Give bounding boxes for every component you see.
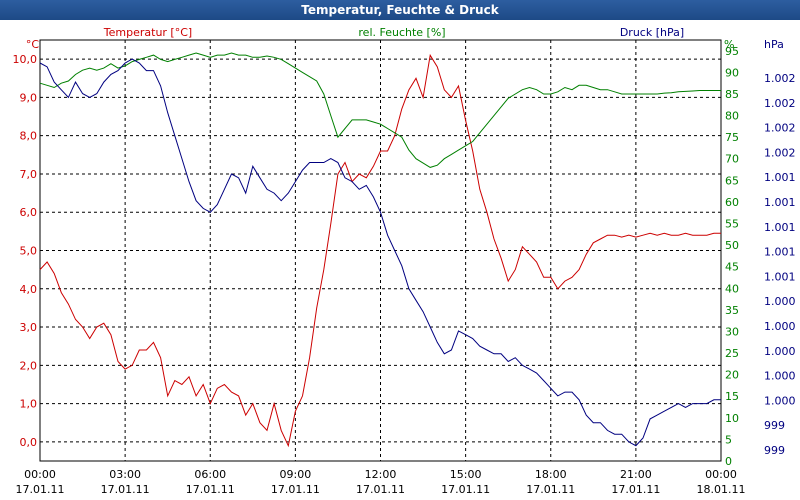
series-line-temperature (39, 53, 721, 448)
humidity-tick-label: 80 (725, 110, 739, 123)
x-tick-time: 12:00 (365, 468, 397, 481)
humidity-axis-label: rel. Feuchte [%] (358, 26, 445, 39)
humidity-tick-label: 35 (725, 304, 739, 317)
pressure-tick-label: 1.000 (764, 394, 796, 407)
series-line-humidity (39, 52, 721, 168)
pressure-tick-label: 1.000 (764, 370, 796, 383)
humidity-tick-label: 25 (725, 347, 739, 360)
pressure-tick-label: 1.002 (764, 146, 796, 159)
x-tick-time: 06:00 (194, 468, 226, 481)
series-line-pressure (39, 58, 721, 447)
humidity-tick-label: 45 (725, 261, 739, 274)
pressure-tick-label: 1.002 (764, 122, 796, 135)
x-tick-time: 21:00 (620, 468, 652, 481)
chart-title: Temperatur, Feuchte & Druck (0, 0, 800, 20)
pressure-tick-label: 1.001 (764, 171, 796, 184)
pressure-unit: hPa (764, 38, 784, 51)
humidity-tick-label: 15 (725, 390, 739, 403)
axes: 00:00 17.01.11 03:00 17.01.11 06:00 17.01.11 0… (13, 45, 796, 496)
temperature-tick-label: 1,0 (20, 398, 38, 411)
grid (40, 40, 721, 461)
humidity-tick-label: 20 (725, 369, 739, 382)
pressure-tick-label: 1.001 (764, 246, 796, 259)
temperature-tick-label: 2,0 (20, 359, 38, 372)
x-tick-time: 00:00 (705, 468, 737, 481)
humidity-tick-label: 0 (725, 455, 732, 468)
temperature-tick-label: 9,0 (20, 91, 38, 104)
humidity-tick-label: 70 (725, 153, 739, 166)
humidity-tick-label: 10 (725, 412, 739, 425)
humidity-tick-label: 30 (725, 325, 739, 338)
pressure-tick-label: 1.000 (764, 295, 796, 308)
temperature-unit: °C (26, 38, 40, 51)
x-tick-time: 00:00 (24, 468, 56, 481)
temperature-tick-label: 4,0 (20, 283, 38, 296)
x-tick-date: 17.01.11 (356, 483, 405, 496)
pressure-tick-label: 1.000 (764, 320, 796, 333)
humidity-tick-label: 60 (725, 196, 739, 209)
temperature-axis-label: Temperatur [°C] (103, 26, 192, 39)
x-tick-date: 17.01.11 (526, 483, 575, 496)
temperature-tick-label: 8,0 (20, 130, 38, 143)
pressure-tick-label: 1.001 (764, 196, 796, 209)
temperature-tick-label: 10,0 (13, 53, 38, 66)
pressure-tick-label: 1.001 (764, 221, 796, 234)
humidity-tick-label: 65 (725, 174, 739, 187)
humidity-tick-label: 75 (725, 131, 739, 144)
temperature-tick-label: 0,0 (20, 436, 38, 449)
humidity-unit: % (724, 38, 734, 51)
x-tick-time: 09:00 (280, 468, 312, 481)
temperature-tick-label: 5,0 (20, 245, 38, 258)
x-tick-date: 17.01.11 (101, 483, 150, 496)
humidity-tick-label: 90 (725, 66, 739, 79)
pressure-tick-label: 999 (764, 419, 785, 432)
humidity-tick-label: 55 (725, 218, 739, 231)
pressure-tick-label: 1.000 (764, 345, 796, 358)
series-lines (39, 52, 721, 448)
humidity-tick-label: 5 (725, 433, 732, 446)
pressure-tick-label: 1.002 (764, 97, 796, 110)
x-tick-date: 18.01.11 (697, 483, 746, 496)
x-tick-date: 17.01.11 (271, 483, 320, 496)
temperature-tick-label: 6,0 (20, 206, 38, 219)
pressure-tick-label: 1.002 (764, 72, 796, 85)
humidity-tick-label: 50 (725, 239, 739, 252)
temperature-tick-label: 7,0 (20, 168, 38, 181)
x-tick-date: 17.01.11 (186, 483, 235, 496)
x-tick-time: 15:00 (450, 468, 482, 481)
pressure-tick-label: 1.001 (764, 270, 796, 283)
humidity-tick-label: 40 (725, 282, 739, 295)
x-tick-time: 03:00 (109, 468, 141, 481)
x-tick-date: 17.01.11 (611, 483, 660, 496)
x-tick-time: 18:00 (535, 468, 567, 481)
pressure-tick-label: 999 (764, 444, 785, 457)
x-tick-date: 17.01.11 (441, 483, 490, 496)
x-tick-date: 17.01.11 (16, 483, 65, 496)
humidity-tick-label: 95 (725, 45, 739, 58)
pressure-axis-label: Druck [hPa] (620, 26, 684, 39)
temperature-tick-label: 3,0 (20, 321, 38, 334)
humidity-tick-label: 85 (725, 88, 739, 101)
